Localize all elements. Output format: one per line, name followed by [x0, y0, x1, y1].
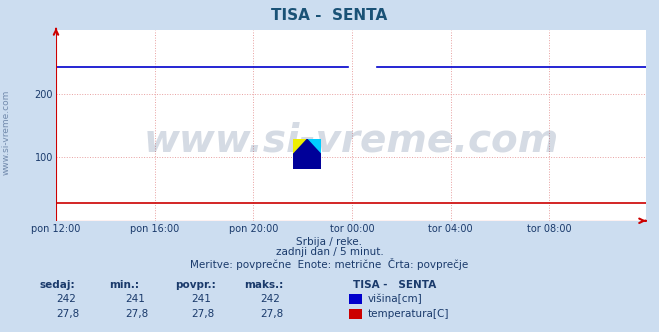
Text: min.:: min.: [109, 280, 139, 290]
Text: TISA -  SENTA: TISA - SENTA [272, 8, 387, 23]
Text: Meritve: povprečne  Enote: metrične  Črta: povprečje: Meritve: povprečne Enote: metrične Črta:… [190, 258, 469, 270]
Text: višina[cm]: višina[cm] [368, 294, 422, 304]
Text: sedaj:: sedaj: [40, 280, 75, 290]
Text: TISA -   SENTA: TISA - SENTA [353, 280, 436, 290]
Text: maks.:: maks.: [244, 280, 283, 290]
Text: www.si-vreme.com: www.si-vreme.com [2, 90, 11, 176]
Text: 241: 241 [125, 294, 145, 304]
Text: povpr.:: povpr.: [175, 280, 215, 290]
Polygon shape [293, 139, 307, 154]
Text: 27,8: 27,8 [191, 309, 214, 319]
Text: www.si-vreme.com: www.si-vreme.com [143, 122, 559, 160]
Text: 27,8: 27,8 [260, 309, 283, 319]
Text: zadnji dan / 5 minut.: zadnji dan / 5 minut. [275, 247, 384, 257]
Text: 242: 242 [56, 294, 76, 304]
Text: temperatura[C]: temperatura[C] [368, 309, 449, 319]
Polygon shape [307, 139, 321, 154]
Text: 27,8: 27,8 [56, 309, 79, 319]
Text: 27,8: 27,8 [125, 309, 148, 319]
Text: Srbija / reke.: Srbija / reke. [297, 237, 362, 247]
Polygon shape [293, 139, 321, 169]
Text: 241: 241 [191, 294, 211, 304]
Text: 242: 242 [260, 294, 280, 304]
